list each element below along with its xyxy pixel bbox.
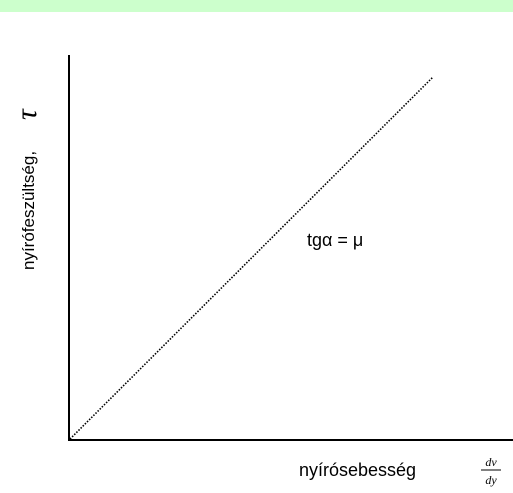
y-label-group: nyírófeszültség, τ — [10, 108, 43, 270]
top-band — [0, 0, 513, 12]
y-symbol: τ — [10, 108, 43, 120]
x-fraction-numerator: dv — [485, 455, 497, 469]
y-label: nyírófeszültség, — [19, 151, 38, 270]
flow-line — [69, 76, 434, 440]
x-label: nyírósebesség — [299, 460, 416, 480]
annotation: tgα = μ — [307, 230, 363, 250]
x-fraction-denominator: dy — [485, 473, 497, 487]
